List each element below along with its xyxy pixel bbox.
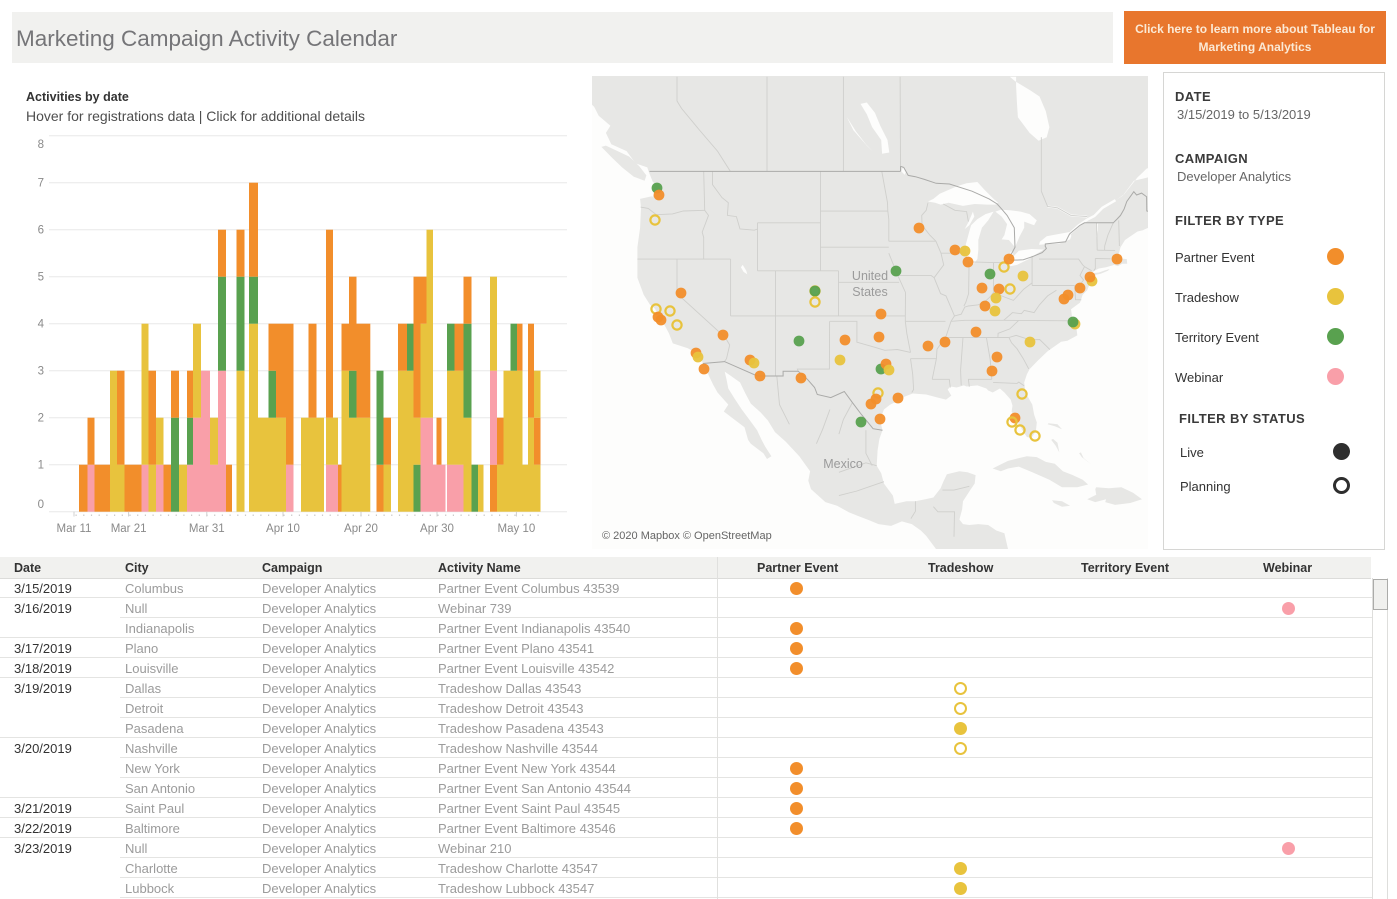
svg-text:6: 6: [38, 225, 44, 237]
svg-text:1: 1: [38, 460, 44, 472]
svg-text:5: 5: [38, 272, 44, 284]
svg-text:May 10: May 10: [498, 523, 536, 535]
svg-text:7: 7: [38, 178, 44, 190]
svg-text:8: 8: [38, 139, 44, 151]
svg-text:0: 0: [38, 499, 44, 511]
svg-text:3: 3: [38, 366, 44, 378]
svg-text:Mar 11: Mar 11: [57, 523, 92, 535]
svg-text:Mar 21: Mar 21: [111, 523, 147, 535]
svg-text:Mar 31: Mar 31: [189, 523, 225, 535]
svg-text:4: 4: [38, 319, 45, 331]
svg-text:© 2020 Mapbox © OpenStreetMap: © 2020 Mapbox © OpenStreetMap: [602, 530, 772, 542]
svg-text:2: 2: [38, 413, 44, 425]
svg-text:Apr 30: Apr 30: [420, 523, 454, 535]
svg-text:United: United: [852, 269, 888, 283]
svg-text:States: States: [852, 285, 887, 299]
svg-text:Apr 20: Apr 20: [344, 523, 378, 535]
svg-text:Apr 10: Apr 10: [266, 523, 300, 535]
svg-text:Mexico: Mexico: [823, 457, 863, 471]
